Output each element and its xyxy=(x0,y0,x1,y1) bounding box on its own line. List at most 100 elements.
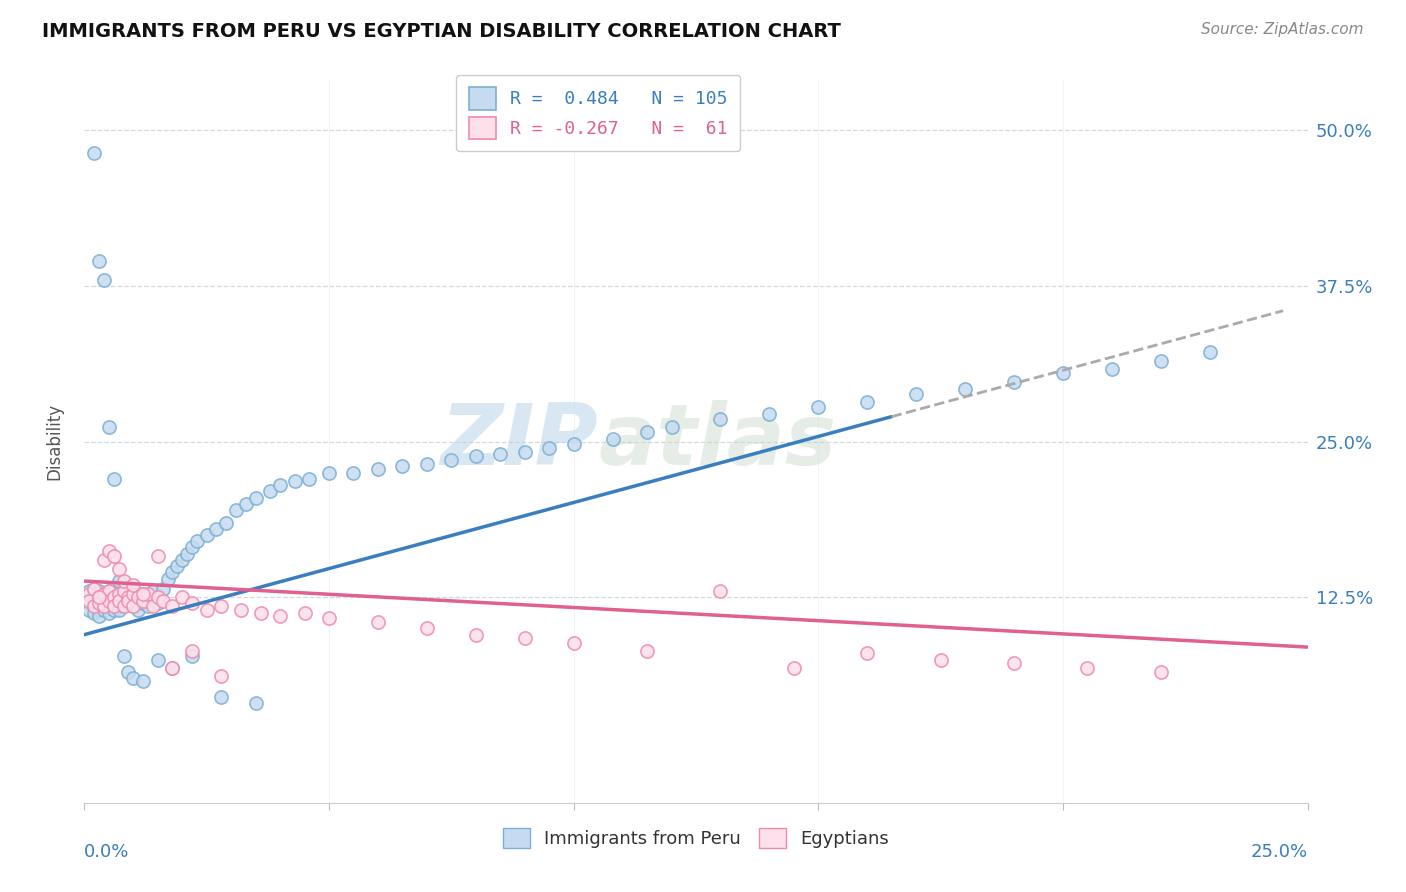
Point xyxy=(97,419,120,434)
Point xyxy=(83,599,105,613)
Point xyxy=(807,400,830,414)
Point xyxy=(181,597,204,611)
Point xyxy=(367,615,389,630)
Point xyxy=(152,582,174,596)
Point xyxy=(1150,665,1173,679)
Point xyxy=(953,382,976,396)
Point xyxy=(103,549,125,563)
Point xyxy=(83,607,105,621)
Text: Source: ZipAtlas.com: Source: ZipAtlas.com xyxy=(1201,22,1364,37)
Point xyxy=(905,387,928,401)
Point xyxy=(87,597,110,611)
Point xyxy=(87,609,110,624)
Point xyxy=(83,582,105,596)
Point xyxy=(136,591,159,605)
Point xyxy=(929,652,952,666)
Point xyxy=(93,553,115,567)
Point xyxy=(205,522,228,536)
Point xyxy=(97,584,120,599)
Point xyxy=(186,534,208,549)
Point xyxy=(122,584,145,599)
Point xyxy=(107,597,129,611)
Point xyxy=(367,462,389,476)
Point xyxy=(83,582,105,596)
Point xyxy=(245,696,267,710)
Point xyxy=(259,484,281,499)
Point xyxy=(783,661,806,675)
Point xyxy=(87,597,110,611)
Point xyxy=(181,648,204,663)
Point xyxy=(152,594,174,608)
Point xyxy=(127,603,149,617)
Point xyxy=(181,541,204,555)
Point xyxy=(107,584,129,599)
Point xyxy=(77,603,100,617)
Legend: Immigrants from Peru, Egyptians: Immigrants from Peru, Egyptians xyxy=(495,821,897,855)
Point xyxy=(97,599,120,613)
Point xyxy=(209,669,232,683)
Point xyxy=(112,584,135,599)
Point xyxy=(162,566,184,580)
Point xyxy=(122,586,145,600)
Point xyxy=(87,603,110,617)
Point xyxy=(112,591,135,605)
Point xyxy=(103,591,125,605)
Point xyxy=(93,272,115,286)
Point xyxy=(391,459,413,474)
Point xyxy=(87,591,110,605)
Point xyxy=(93,586,115,600)
Point xyxy=(162,661,184,675)
Point xyxy=(856,394,879,409)
Point xyxy=(318,466,340,480)
Point xyxy=(87,591,110,605)
Text: ZIP: ZIP xyxy=(440,400,598,483)
Point xyxy=(1198,344,1220,359)
Point xyxy=(117,586,139,600)
Point xyxy=(83,145,105,160)
Point xyxy=(107,594,129,608)
Point xyxy=(122,599,145,613)
Point xyxy=(132,673,155,688)
Point xyxy=(1002,657,1025,671)
Point xyxy=(172,553,194,567)
Point xyxy=(1052,366,1074,380)
Point xyxy=(77,594,100,608)
Point xyxy=(636,425,658,439)
Point xyxy=(112,574,135,588)
Point xyxy=(77,597,100,611)
Point xyxy=(132,597,155,611)
Point xyxy=(112,599,135,613)
Point xyxy=(97,544,120,558)
Point xyxy=(416,621,439,635)
Point xyxy=(538,441,561,455)
Point xyxy=(489,447,512,461)
Point xyxy=(709,412,731,426)
Point xyxy=(229,603,252,617)
Point xyxy=(235,497,257,511)
Point xyxy=(87,591,110,605)
Point xyxy=(249,607,271,621)
Point xyxy=(132,594,155,608)
Text: IMMIGRANTS FROM PERU VS EGYPTIAN DISABILITY CORRELATION CHART: IMMIGRANTS FROM PERU VS EGYPTIAN DISABIL… xyxy=(42,22,841,41)
Point xyxy=(136,599,159,613)
Point xyxy=(195,528,218,542)
Point xyxy=(103,599,125,613)
Point xyxy=(464,627,486,641)
Point xyxy=(562,437,585,451)
Point xyxy=(132,586,155,600)
Point xyxy=(269,609,291,624)
Point xyxy=(146,591,169,605)
Point xyxy=(103,591,125,605)
Point xyxy=(93,594,115,608)
Point xyxy=(215,516,238,530)
Point xyxy=(284,475,307,489)
Point xyxy=(117,591,139,605)
Point xyxy=(464,450,486,464)
Point xyxy=(93,599,115,613)
Point xyxy=(127,591,149,605)
Point xyxy=(107,574,129,588)
Point xyxy=(318,611,340,625)
Point xyxy=(209,599,232,613)
Point xyxy=(97,594,120,608)
Point xyxy=(112,594,135,608)
